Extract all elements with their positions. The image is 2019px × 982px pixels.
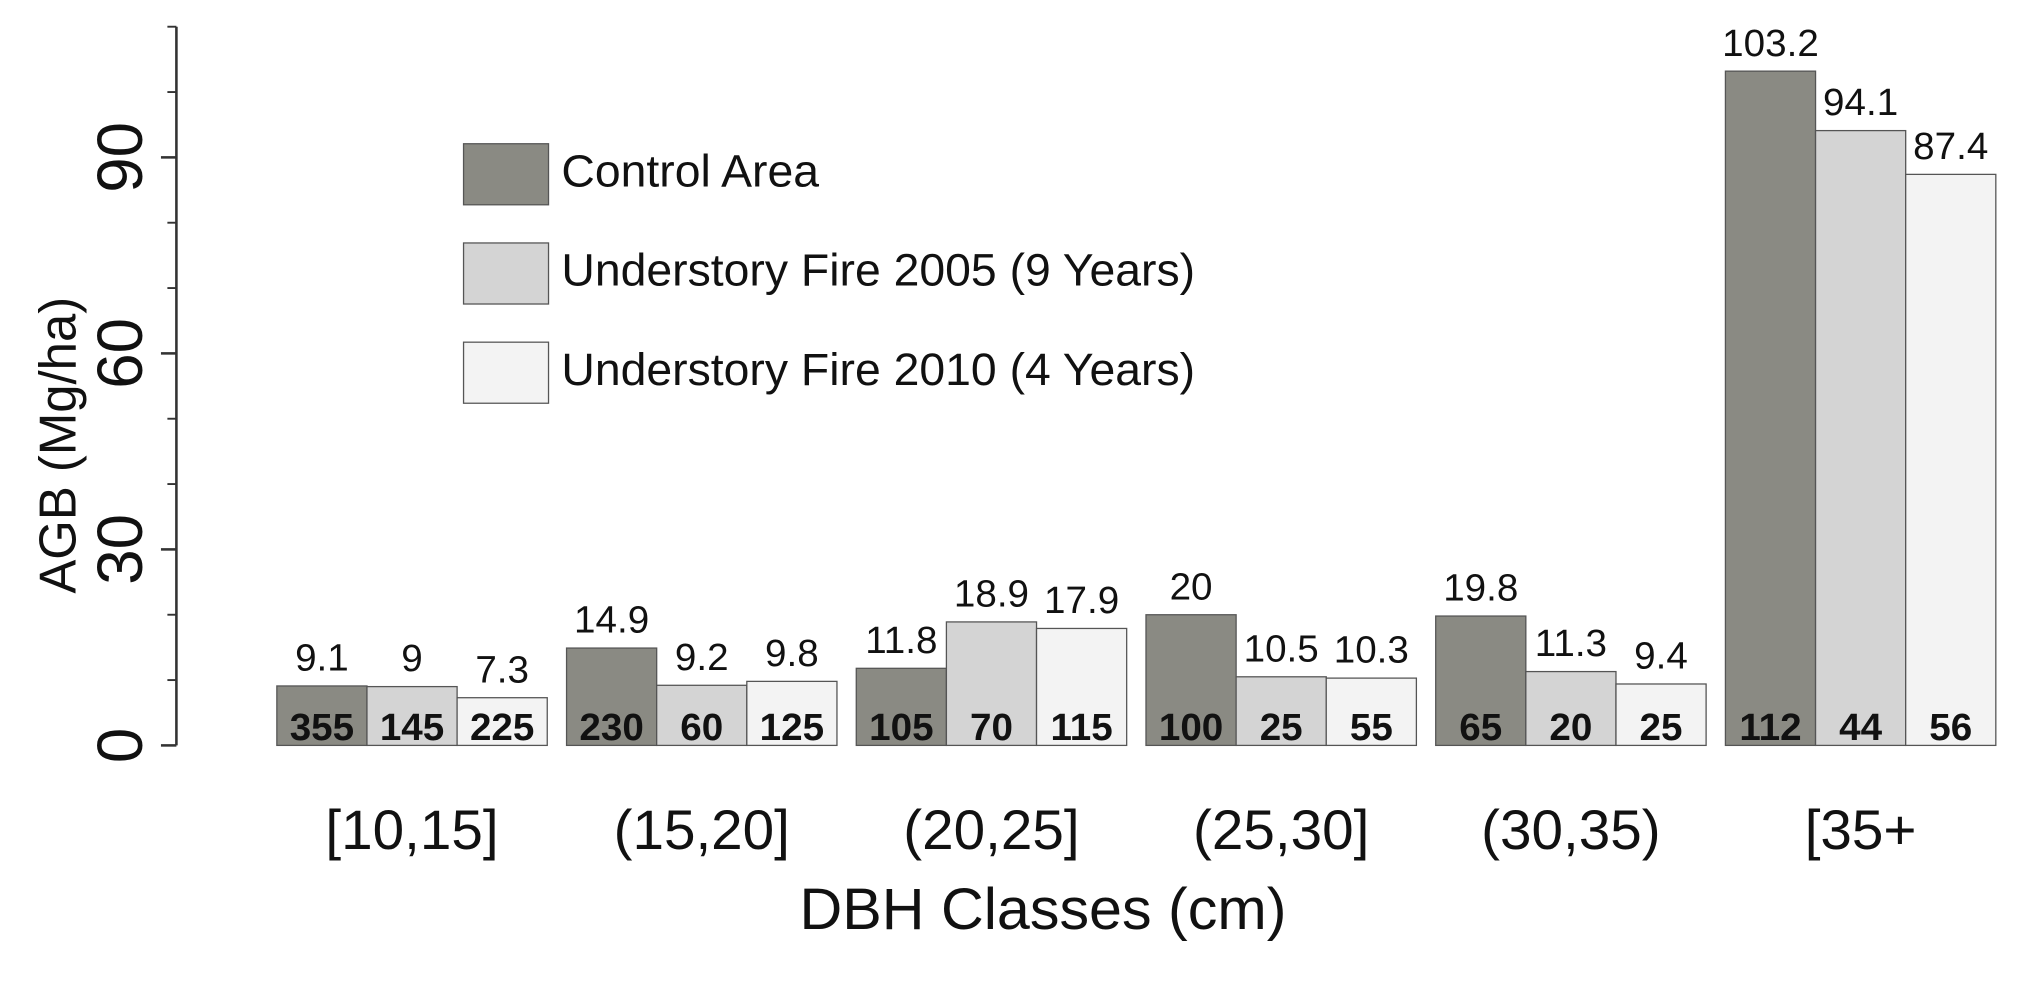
value-label: 9.8 xyxy=(765,632,819,675)
x-tick-label: (30,35) xyxy=(1481,799,1660,862)
bar xyxy=(565,647,658,747)
count-label: 100 xyxy=(1159,706,1223,749)
value-label: 18.9 xyxy=(954,573,1029,616)
value-label: 11.8 xyxy=(865,619,937,662)
x-tick-label: (15,20] xyxy=(614,799,790,862)
value-label: 10.3 xyxy=(1334,629,1409,672)
value-label: 17.9 xyxy=(1044,579,1119,622)
x-axis-label: DBH Classes (cm) xyxy=(800,877,1287,942)
bar xyxy=(1615,683,1707,747)
bar xyxy=(1325,677,1418,747)
legend-swatch xyxy=(462,242,550,305)
count-label: 55 xyxy=(1350,706,1393,749)
bar xyxy=(1525,670,1617,747)
bar xyxy=(855,667,948,747)
value-label: 11.3 xyxy=(1535,622,1607,665)
y-axis-label: AGB (Mg/ha) xyxy=(29,297,86,594)
value-label: 9.1 xyxy=(295,637,349,680)
y-tick-label: 30 xyxy=(84,514,156,585)
x-tick-label: [35+ xyxy=(1805,799,1917,862)
count-label: 105 xyxy=(869,706,933,749)
count-label: 70 xyxy=(970,706,1013,749)
count-label: 20 xyxy=(1549,706,1592,749)
value-label: 14.9 xyxy=(574,599,649,642)
value-label: 94.1 xyxy=(1823,81,1898,124)
count-label: 145 xyxy=(380,706,444,749)
count-label: 355 xyxy=(290,706,354,749)
value-label: 9 xyxy=(401,637,422,680)
y-tick-label: 0 xyxy=(84,728,156,763)
value-label: 103.2 xyxy=(1722,22,1819,65)
count-label: 225 xyxy=(470,706,534,749)
bar xyxy=(746,680,838,747)
value-label: 19.8 xyxy=(1443,567,1518,610)
bar xyxy=(1724,70,1817,747)
count-label: 44 xyxy=(1839,706,1883,749)
value-label: 87.4 xyxy=(1913,125,1988,168)
value-label: 9.4 xyxy=(1634,635,1688,678)
y-tick-label: 90 xyxy=(84,122,156,193)
value-label: 10.5 xyxy=(1244,628,1319,671)
count-label: 115 xyxy=(1050,706,1112,749)
count-label: 25 xyxy=(1640,706,1683,749)
bar xyxy=(656,684,748,747)
x-tick-label: (25,30] xyxy=(1193,799,1369,862)
count-label: 56 xyxy=(1929,706,1972,749)
legend-swatch xyxy=(462,143,550,206)
count-label: 112 xyxy=(1739,706,1801,749)
value-label: 7.3 xyxy=(475,649,529,692)
legend-label: Understory Fire 2010 (4 Years) xyxy=(561,343,1195,395)
legend-swatch xyxy=(462,341,550,404)
legend-label: Control Area xyxy=(561,145,819,197)
bar xyxy=(1435,615,1527,747)
count-label: 25 xyxy=(1260,706,1303,749)
bar xyxy=(366,685,458,747)
count-label: 230 xyxy=(579,706,643,749)
value-label: 20 xyxy=(1170,566,1213,609)
bar xyxy=(456,697,548,747)
count-label: 65 xyxy=(1459,706,1502,749)
y-tick-label: 60 xyxy=(84,318,156,389)
count-label: 125 xyxy=(760,706,824,749)
bar xyxy=(1035,627,1128,747)
x-tick-label: (20,25] xyxy=(903,799,1079,862)
legend-label: Understory Fire 2005 (9 Years) xyxy=(561,244,1195,296)
bar xyxy=(1905,173,1997,747)
value-label: 9.2 xyxy=(675,636,729,679)
bar xyxy=(1145,614,1237,747)
bar xyxy=(1814,129,1907,747)
x-tick-label: [10,15] xyxy=(325,799,498,862)
count-label: 60 xyxy=(680,706,723,749)
bar xyxy=(1235,676,1327,747)
